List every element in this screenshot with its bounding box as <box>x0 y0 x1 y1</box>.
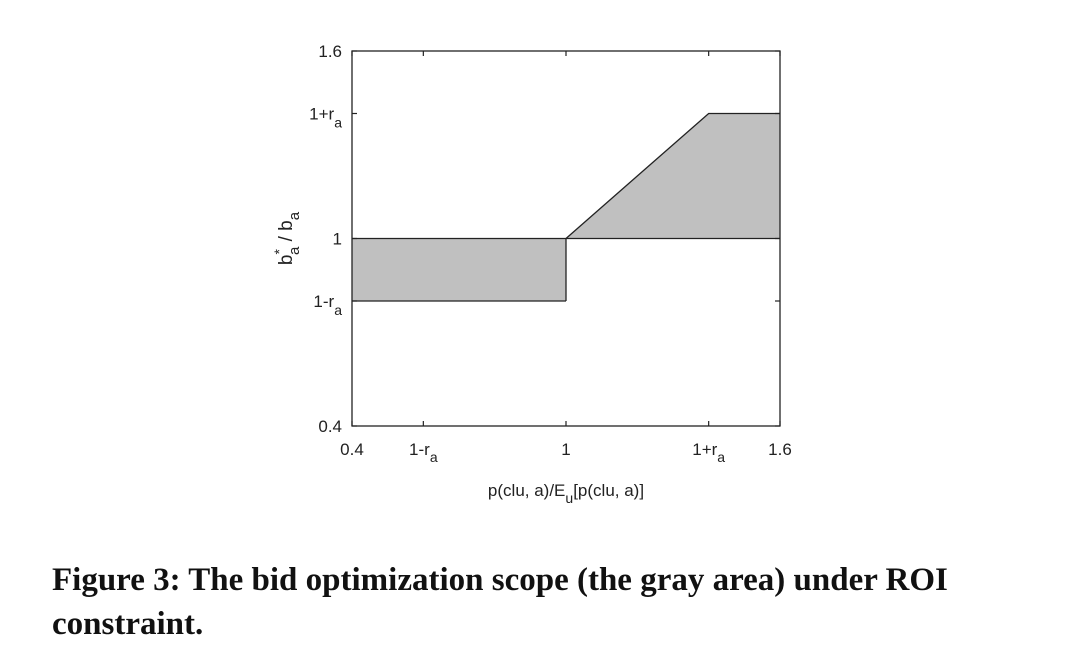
y-axis-label: b*a / ba <box>271 211 303 265</box>
y-tick-label: 1.6 <box>318 42 342 61</box>
x-tick-label: 1+ra <box>692 440 725 465</box>
x-axis-label-tail: [p(clu, a)] <box>573 481 644 500</box>
x-tick-label: 0.4 <box>340 440 364 459</box>
y-axis-label-sub: a <box>286 246 303 255</box>
y-axis-label-sep: / b <box>276 220 297 246</box>
y-tick-label: 1-ra <box>313 292 342 318</box>
y-tick-label: 1+ra <box>309 105 342 131</box>
x-axis-label: p(clu, a)/Eu[p(clu, a)] <box>488 481 644 506</box>
right-top-line <box>565 112 780 239</box>
chart: 0.4 1-ra 1 1+ra 1.6 0.4 1-ra 1 1+ra 1.6 p(clu, a)… <box>271 42 792 506</box>
regions-layer <box>352 113 780 301</box>
y-tick-label: 0.4 <box>318 417 342 436</box>
x-tick-label: 1-ra <box>409 440 438 465</box>
y-axis-label-base: b <box>276 254 297 265</box>
x-tick-label: 1.6 <box>768 440 792 459</box>
boundary-lines-layer <box>352 112 780 302</box>
y-axis-label-sub2: a <box>286 211 303 220</box>
left-region <box>352 238 566 301</box>
ticks-layer <box>351 50 781 427</box>
x-axis-label-sub: u <box>565 490 573 506</box>
y-axis-label-sup: * <box>271 248 287 254</box>
x-tick-label: 1 <box>561 440 570 459</box>
tick-labels-layer: 0.4 1-ra 1 1+ra 1.6 0.4 1-ra 1 1+ra 1.6 <box>309 42 792 465</box>
x-axis-label-main: p(clu, a)/E <box>488 481 565 500</box>
figure-caption: Figure 3: The bid optimization scope (th… <box>52 562 948 642</box>
right-region <box>566 113 780 239</box>
y-tick-label: 1 <box>333 230 342 249</box>
